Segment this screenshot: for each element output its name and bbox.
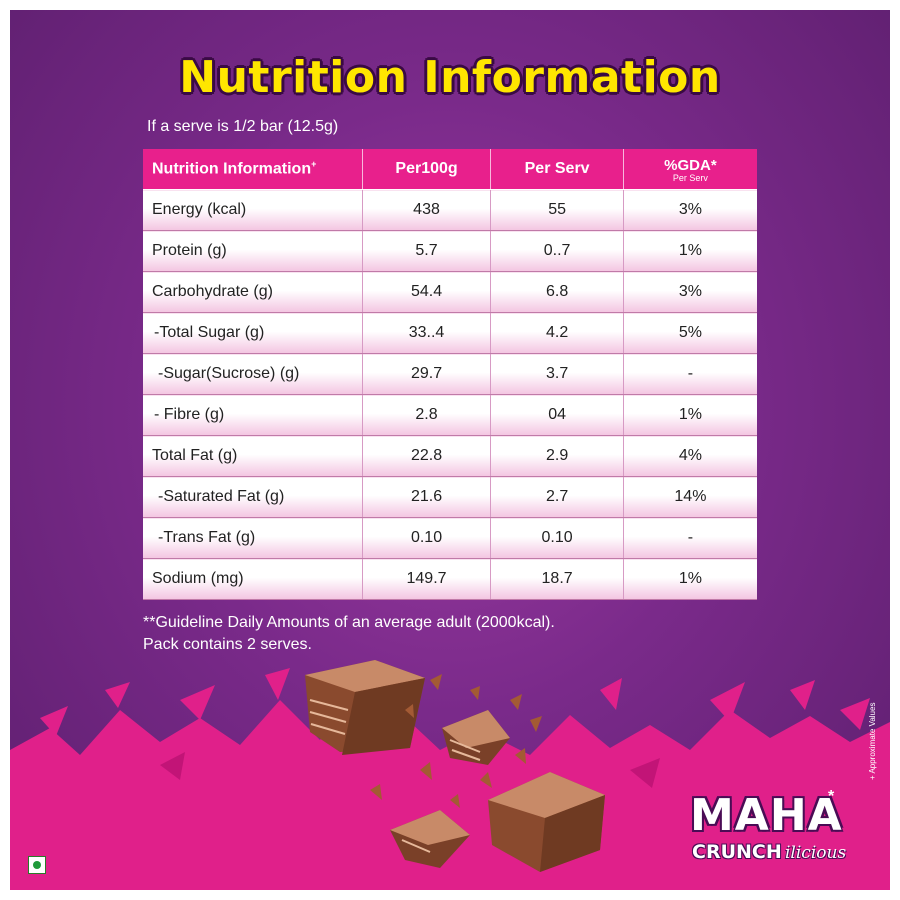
nutrient-name-cell: Protein (g) <box>143 230 363 272</box>
nutrient-name-cell: Sodium (mg) <box>143 558 363 600</box>
nutrient-name-cell: Total Fat (g) <box>143 435 363 477</box>
perserv-cell: 0.10 <box>490 517 624 559</box>
per100g-cell: 33..4 <box>362 312 492 354</box>
footnote-line-pack: Pack contains 2 serves. <box>143 636 312 653</box>
wafer-bar-illustration <box>305 660 605 872</box>
per100g-cell: 438 <box>362 189 492 231</box>
veg-mark-icon <box>28 856 46 874</box>
brand-logo-star: * <box>828 788 835 805</box>
wafer-bar-right <box>488 772 605 872</box>
table-row: Carbohydrate (g) 54.4 6.8 3% <box>143 271 757 313</box>
wafer-bar-left <box>305 660 425 755</box>
nutrient-name-cell: -Sugar(Sucrose) (g) <box>143 353 363 395</box>
column-header-nutrient: Nutrition Information+ <box>143 149 363 190</box>
nutrition-panel: Nutrition Information If a serve is 1/2 … <box>10 10 890 890</box>
perserv-cell: 04 <box>490 394 624 436</box>
chocolate-crumbs <box>370 674 542 808</box>
gda-cell: 3% <box>623 189 757 231</box>
per100g-cell: 54.4 <box>362 271 492 313</box>
column-header-perserv: Per Serv <box>490 149 624 190</box>
table-row: Sodium (mg) 149.7 18.7 1% <box>143 558 757 600</box>
table-row: - Fibre (g) 2.8 04 1% <box>143 394 757 436</box>
table-header-row: Nutrition Information+ Per100g Per Serv … <box>143 149 757 190</box>
pink-shard-background <box>10 668 890 890</box>
table-row: -Saturated Fat (g) 21.6 2.7 14% <box>143 476 757 518</box>
gda-cell: 14% <box>623 476 757 518</box>
per100g-cell: 22.8 <box>362 435 492 477</box>
gda-cell: 4% <box>623 435 757 477</box>
gda-cell: 1% <box>623 394 757 436</box>
gda-cell: - <box>623 353 757 395</box>
page-title: Nutrition Information <box>179 52 721 103</box>
perserv-cell: 0..7 <box>490 230 624 272</box>
table-row: Protein (g) 5.7 0..7 1% <box>143 230 757 272</box>
nutrition-table: Nutrition Information+ Per100g Per Serv … <box>143 149 757 600</box>
per100g-cell: 2.8 <box>362 394 492 436</box>
perserv-cell: 2.9 <box>490 435 624 477</box>
table-row: -Sugar(Sucrose) (g) 29.7 3.7- <box>143 353 757 395</box>
gda-cell: 1% <box>623 230 757 272</box>
gda-footnote: **Guideline Daily Amounts of an average … <box>143 612 555 656</box>
nutrient-name-cell: -Saturated Fat (g) <box>143 476 363 518</box>
per100g-cell: 21.6 <box>362 476 492 518</box>
brand-logo-crunch: CRUNCH <box>692 841 782 863</box>
perserv-cell: 6.8 <box>490 271 624 313</box>
nutrient-name-cell: - Fibre (g) <box>143 394 363 436</box>
column-header-per100g: Per100g <box>362 149 492 190</box>
footnote-line-gda: **Guideline Daily Amounts of an average … <box>143 614 555 631</box>
gda-cell: - <box>623 517 757 559</box>
table-row: Total Fat (g) 22.8 2.9 4% <box>143 435 757 477</box>
nutrient-name-cell: -Total Sugar (g) <box>143 312 363 354</box>
per100g-cell: 0.10 <box>362 517 492 559</box>
per100g-cell: 5.7 <box>362 230 492 272</box>
wafer-piece-bottom <box>390 810 470 868</box>
perserv-cell: 55 <box>490 189 624 231</box>
brand-logo-maha: MAHA <box>690 790 843 841</box>
gda-cell: 5% <box>623 312 757 354</box>
per100g-cell: 149.7 <box>362 558 492 600</box>
serve-size-note: If a serve is 1/2 bar (12.5g) <box>147 118 339 135</box>
perserv-cell: 4.2 <box>490 312 624 354</box>
table-row: -Trans Fat (g) 0.10 0.10- <box>143 517 757 559</box>
perserv-cell: 18.7 <box>490 558 624 600</box>
perserv-cell: 3.7 <box>490 353 624 395</box>
gda-cell: 1% <box>623 558 757 600</box>
nutrient-name-cell: Energy (kcal) <box>143 189 363 231</box>
brand-logo-ilicious: ilicious <box>785 843 847 863</box>
per100g-cell: 29.7 <box>362 353 492 395</box>
table-row: -Total Sugar (g) 33..4 4.2 5% <box>143 312 757 354</box>
table-row: Energy (kcal) 438 55 3% <box>143 189 757 231</box>
nutrient-name-cell: Carbohydrate (g) <box>143 271 363 313</box>
perserv-cell: 2.7 <box>490 476 624 518</box>
gda-cell: 3% <box>623 271 757 313</box>
nutrient-name-cell: -Trans Fat (g) <box>143 517 363 559</box>
wafer-piece-center <box>442 710 510 765</box>
column-header-gda: %GDA* Per Serv <box>623 149 757 190</box>
